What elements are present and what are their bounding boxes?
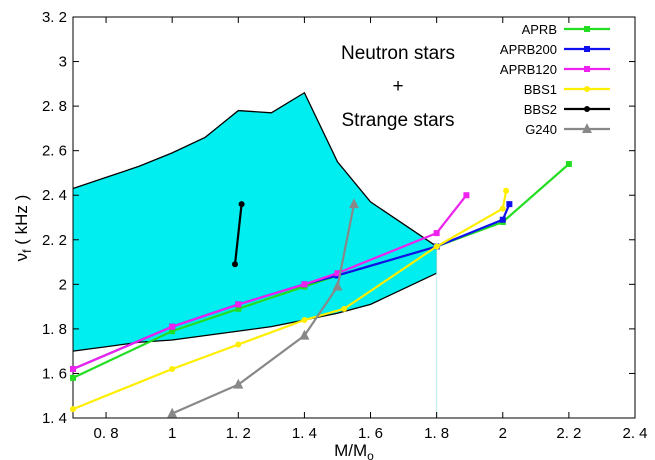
x-tick-label: 2 [499, 425, 507, 442]
plot-frame-group [72, 16, 636, 419]
legend-label: APRB [522, 22, 557, 37]
data-point [233, 378, 244, 389]
region-fill [73, 92, 437, 352]
data-point [584, 26, 590, 32]
series-bbs1 [70, 187, 510, 413]
data-point [433, 230, 440, 237]
x-tick-label: 2. 4 [622, 425, 647, 442]
y-tick-label: 3. 2 [42, 9, 67, 26]
x-tick-label: 1. 8 [424, 425, 449, 442]
region-upper-boundary [72, 91, 438, 248]
y-tick-label: 2. 6 [42, 143, 67, 160]
legend-label: BBS2 [524, 102, 557, 117]
y-axis-label-symbol: ν [12, 253, 31, 262]
y-tick-label: 3 [59, 54, 67, 71]
x-tick-label: 2. 2 [556, 425, 581, 442]
y-axis-label-subscript: f [20, 249, 34, 253]
annotation-text: Strange stars [342, 110, 455, 131]
axis-label-group: M/Mo νf ( kHz ) [12, 195, 374, 460]
data-point [70, 365, 76, 372]
data-point [584, 86, 590, 92]
x-axis-label-subscript: o [367, 449, 374, 460]
data-point [169, 365, 176, 372]
data-point [238, 201, 245, 208]
x-tick-label: 1. 4 [292, 425, 317, 442]
series-bbs2 [231, 201, 245, 268]
data-point [582, 123, 592, 134]
data-point [565, 161, 572, 168]
series-line [72, 190, 508, 411]
legend: APRB APRB200 APRB120 BBS1 BBS2 G240 [500, 22, 610, 137]
tick-group: 0. 8 1 1. 2 1. 4 1. 6 1. 8 2 2. 2 2. 4 1. 4 1. 6 1.… [42, 9, 648, 442]
data-point [70, 374, 76, 381]
data-point [463, 192, 470, 199]
data-point [433, 243, 440, 250]
data-point [334, 270, 341, 277]
x-tick-label: 1 [168, 425, 176, 442]
plot-frame [72, 16, 636, 419]
data-point [506, 201, 513, 208]
data-point [169, 323, 176, 330]
y-tick-label: 2. 8 [42, 98, 67, 115]
region-lower-boundary [72, 272, 437, 352]
data-point [584, 66, 590, 72]
y-tick-label: 1. 4 [42, 410, 67, 427]
y-tick-label: 1. 8 [42, 321, 67, 338]
series-line [72, 163, 570, 379]
y-tick-label: 1. 6 [42, 365, 67, 382]
data-point [349, 198, 359, 209]
annotation-text: Neutron stars [341, 43, 455, 64]
data-point [499, 205, 506, 212]
data-point [499, 216, 506, 223]
data-point [301, 281, 308, 288]
data-point [70, 406, 76, 413]
x-tick-label: 1. 2 [226, 425, 251, 442]
x-tick-label: 1. 6 [358, 425, 383, 442]
shaded-region-group [72, 91, 438, 418]
data-point [332, 280, 343, 291]
data-point [235, 301, 242, 308]
y-tick-label: 2 [59, 276, 67, 293]
annotation-group: Neutron stars + Strange stars [341, 43, 455, 131]
data-point [299, 329, 310, 340]
data-point [235, 305, 242, 312]
y-tick-label: 2. 4 [42, 187, 67, 204]
series-aprb120 [70, 192, 470, 372]
data-point [169, 328, 176, 335]
y-axis-label: νf ( kHz ) [12, 195, 34, 262]
legend-label: APRB200 [500, 42, 557, 57]
series-g240 [167, 198, 359, 418]
series-group [70, 161, 572, 418]
data-point [167, 407, 178, 418]
legend-label: BBS1 [524, 82, 557, 97]
y-axis-label-unit: ( kHz ) [12, 195, 31, 250]
data-point [503, 187, 510, 194]
x-axis-label: M/Mo [334, 441, 374, 460]
data-point [301, 316, 308, 323]
series-line [233, 203, 243, 265]
legend-label: APRB120 [500, 62, 557, 77]
data-point [341, 305, 348, 312]
legend-label: G240 [525, 122, 557, 137]
annotation-text: + [392, 76, 403, 97]
data-point [584, 46, 590, 52]
data-point [235, 341, 242, 348]
y-tick-label: 2. 2 [42, 232, 67, 249]
data-point [584, 106, 590, 112]
data-point [231, 261, 238, 268]
x-tick-label: 0. 8 [94, 425, 119, 442]
